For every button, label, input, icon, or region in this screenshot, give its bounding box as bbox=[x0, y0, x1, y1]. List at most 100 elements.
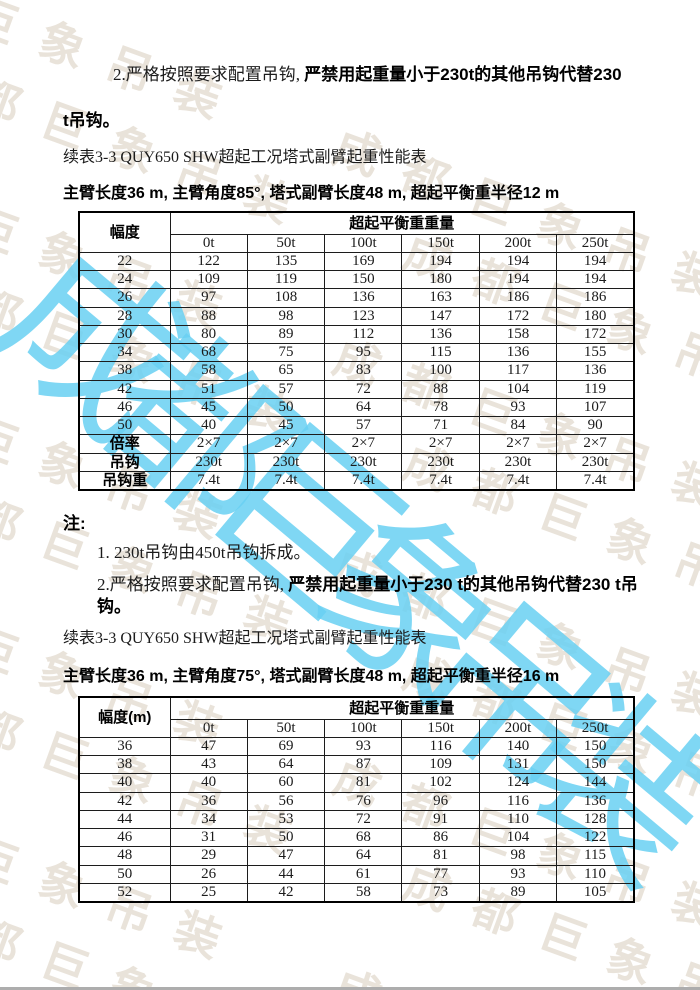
weight-column-header: 50t bbox=[246, 233, 326, 253]
capacity-cell: 194 bbox=[478, 269, 558, 290]
capacity-cell: 7.4t bbox=[169, 470, 248, 491]
capacity-cell: 230t bbox=[246, 452, 326, 472]
weight-column-header: 150t bbox=[401, 233, 480, 253]
capacity-cell: 116 bbox=[401, 736, 480, 757]
capacity-cell: 68 bbox=[324, 827, 403, 848]
capacity-cell: 180 bbox=[401, 269, 480, 290]
row-label: 吊钩 bbox=[78, 452, 171, 472]
capacity-cell: 155 bbox=[556, 342, 635, 363]
capacity-cell: 61 bbox=[324, 864, 403, 884]
capacity-cell: 57 bbox=[324, 415, 403, 436]
row-label: 40 bbox=[78, 773, 171, 793]
weight-column-header: 200t bbox=[478, 718, 558, 738]
capacity-cell: 78 bbox=[401, 397, 480, 418]
capacity-cell: 80 bbox=[169, 324, 248, 345]
capacity-cell: 119 bbox=[556, 379, 635, 399]
row-label: 30 bbox=[78, 324, 171, 345]
row-label: 吊钩重 bbox=[78, 470, 171, 491]
capacity-cell: 128 bbox=[556, 809, 635, 830]
table-header-row: 幅度 超起平衡重重量 bbox=[78, 211, 635, 253]
capacity-cell: 50 bbox=[246, 827, 326, 848]
table-row: 46 31 50 68 86 104 122 bbox=[78, 827, 635, 848]
capacity-cell: 68 bbox=[169, 342, 248, 363]
capacity-cell: 2×7 bbox=[246, 434, 326, 454]
capacity-cell: 112 bbox=[324, 324, 403, 345]
table-row: 42 36 56 76 96 116 136 bbox=[78, 791, 635, 811]
capacity-cell: 90 bbox=[556, 415, 635, 436]
capacity-cell: 230t bbox=[401, 452, 480, 472]
note-2-normal: 2.严格按照要求配置吊钩, bbox=[97, 575, 289, 594]
row-label: 28 bbox=[78, 306, 171, 326]
capacity-cell: 40 bbox=[169, 773, 248, 793]
capacity-cell: 57 bbox=[246, 379, 326, 399]
capacity-cell: 150 bbox=[556, 754, 635, 775]
row-label: 42 bbox=[78, 379, 171, 399]
weight-column-header: 0t bbox=[169, 233, 248, 253]
capacity-cell: 50 bbox=[246, 397, 326, 418]
row-label: 38 bbox=[78, 361, 171, 381]
row-label: 46 bbox=[78, 397, 171, 418]
capacity-cell: 186 bbox=[556, 288, 635, 308]
table-row: 44 34 53 72 91 110 128 bbox=[78, 809, 635, 830]
table-row: 28 88 98 123 147 172 180 bbox=[78, 306, 635, 326]
capacity-cell: 136 bbox=[401, 324, 480, 345]
table2-caption: 续表3-3 QUY650 SHW超起工况塔式副臂起重性能表 bbox=[63, 630, 427, 647]
capacity-cell: 144 bbox=[556, 773, 635, 793]
capacity-cell: 186 bbox=[478, 288, 558, 308]
capacity-cell: 172 bbox=[478, 306, 558, 326]
note-1: 1. 230t吊钩由450t吊钩拆成。 bbox=[97, 543, 311, 562]
row-label: 24 bbox=[78, 269, 171, 290]
table-row: 40 40 60 81 102 124 144 bbox=[78, 773, 635, 793]
capacity-cell: 81 bbox=[324, 773, 403, 793]
table-row: 36 47 69 93 116 140 150 bbox=[78, 736, 635, 757]
counterweight-span-header: 超起平衡重重量 bbox=[169, 696, 635, 720]
capacity-cell: 93 bbox=[478, 864, 558, 884]
capacity-cell: 230t bbox=[478, 452, 558, 472]
capacity-cell: 105 bbox=[556, 882, 635, 903]
table-row: 48 29 47 64 81 98 115 bbox=[78, 846, 635, 866]
hook-requirement-normal: 严格按照要求配置吊钩, bbox=[125, 65, 305, 84]
weight-column-header: 200t bbox=[478, 233, 558, 253]
capacity-cell: 7.4t bbox=[556, 470, 635, 491]
radius-column-header: 幅度(m) bbox=[78, 696, 171, 738]
row-label: 50 bbox=[78, 415, 171, 436]
capacity-cell: 89 bbox=[478, 882, 558, 903]
capacity-cell: 91 bbox=[401, 809, 480, 830]
table-row: 42 51 57 72 88 104 119 bbox=[78, 379, 635, 399]
capacity-cell: 2×7 bbox=[401, 434, 480, 454]
capacity-cell: 122 bbox=[169, 251, 248, 272]
capacity-cell: 53 bbox=[246, 809, 326, 830]
capacity-cell: 64 bbox=[246, 754, 326, 775]
capacity-cell: 230t bbox=[556, 452, 635, 472]
capacity-cell: 64 bbox=[324, 397, 403, 418]
capacity-cell: 98 bbox=[246, 306, 326, 326]
weight-column-header: 100t bbox=[324, 233, 403, 253]
capacity-cell: 72 bbox=[324, 379, 403, 399]
capacity-cell: 2×7 bbox=[478, 434, 558, 454]
capacity-cell: 83 bbox=[324, 361, 403, 381]
capacity-cell: 7.4t bbox=[324, 470, 403, 491]
capacity-table-85deg: 幅度 超起平衡重重量 0t 50t 100t 150t 200t 250t 22 122 135 16… bbox=[78, 211, 635, 491]
capacity-cell: 163 bbox=[401, 288, 480, 308]
capacity-cell: 230t bbox=[169, 452, 248, 472]
capacity-cell: 2×7 bbox=[324, 434, 403, 454]
note-2: 2.严格按照要求配置吊钩, 严禁用起重量小于230 t的其他吊钩代替230 t吊… bbox=[97, 574, 664, 618]
capacity-cell: 40 bbox=[169, 415, 248, 436]
capacity-cell: 131 bbox=[478, 754, 558, 775]
capacity-cell: 150 bbox=[324, 269, 403, 290]
row-label: 倍率 bbox=[78, 434, 171, 454]
table1-subtitle: 主臂长度36 m, 主臂角度85°, 塔式副臂长度48 m, 超起平衡重半径12… bbox=[63, 185, 560, 202]
row-label: 38 bbox=[78, 754, 171, 775]
capacity-cell: 110 bbox=[556, 864, 635, 884]
capacity-cell: 116 bbox=[478, 791, 558, 811]
capacity-cell: 31 bbox=[169, 827, 248, 848]
capacity-cell: 7.4t bbox=[478, 470, 558, 491]
capacity-cell: 102 bbox=[401, 773, 480, 793]
row-label: 46 bbox=[78, 827, 171, 848]
capacity-cell: 140 bbox=[478, 736, 558, 757]
table-row: 50 40 45 57 71 84 90 bbox=[78, 415, 635, 436]
capacity-cell: 86 bbox=[401, 827, 480, 848]
table-row: 38 58 65 83 100 117 136 bbox=[78, 361, 635, 381]
